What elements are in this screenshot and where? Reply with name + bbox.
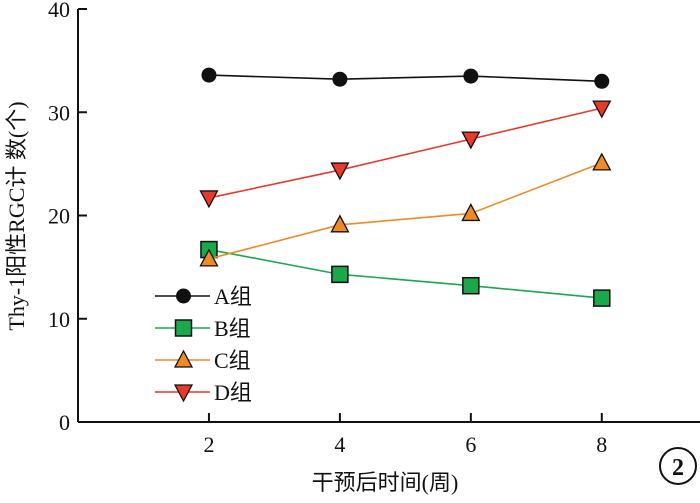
series-2 (199, 152, 612, 267)
legend-entry-2: C组 (155, 348, 251, 373)
series-line (208, 162, 603, 260)
x-tick-label: 4 (334, 432, 345, 457)
legend: A组 B组 C组 D组 (155, 284, 252, 405)
y-tick-label: 0 (59, 410, 70, 435)
legend-marker (174, 319, 193, 337)
legend-marker (173, 349, 194, 368)
data-point (330, 214, 350, 233)
data-point (592, 100, 612, 119)
legend-label: D组 (214, 380, 252, 405)
badge-number: 2 (672, 455, 684, 481)
series-3 (199, 100, 612, 209)
legend-label: B组 (214, 316, 251, 341)
legend-entry-1: B组 (155, 316, 251, 341)
legend-entry-0: A组 (155, 284, 252, 309)
legend-marker (176, 288, 191, 304)
x-tick-label: 8 (596, 432, 607, 457)
axes: 0 10 20 30 40 2 4 6 8 (48, 0, 700, 457)
data-point (331, 265, 349, 284)
series-1 (200, 240, 611, 307)
data-point (461, 131, 481, 150)
y-tick-label: 40 (48, 0, 70, 22)
legend-entry-3: D组 (155, 380, 252, 405)
legend-marker (173, 384, 194, 403)
data-point (201, 67, 217, 83)
legend-label: C组 (214, 348, 251, 373)
data-point (593, 289, 611, 307)
legend-label: A组 (214, 284, 252, 309)
y-tick-label: 10 (48, 307, 70, 332)
data-point (594, 73, 610, 89)
series-layer (199, 67, 612, 307)
data-point (462, 276, 480, 295)
badge-circle (659, 447, 697, 485)
series-0 (201, 67, 610, 89)
x-axis-title: 干预后时间(周) (312, 470, 459, 495)
y-tick-label: 20 (48, 204, 70, 229)
x-tick-label: 6 (465, 432, 476, 457)
y-tick-label: 30 (48, 100, 70, 125)
data-point (463, 68, 479, 84)
x-tick-label: 2 (203, 432, 214, 457)
data-point (199, 248, 219, 267)
data-point (330, 162, 350, 181)
data-point (461, 203, 481, 222)
data-point (592, 152, 612, 171)
figure-number-badge: 2 (659, 447, 697, 485)
series-line (208, 74, 602, 83)
data-point (332, 71, 348, 87)
data-point (199, 190, 219, 209)
series-line (208, 248, 602, 299)
y-axis-title: Thy-1阳性RGC计 数(个) (4, 101, 29, 330)
series-line (208, 107, 602, 199)
